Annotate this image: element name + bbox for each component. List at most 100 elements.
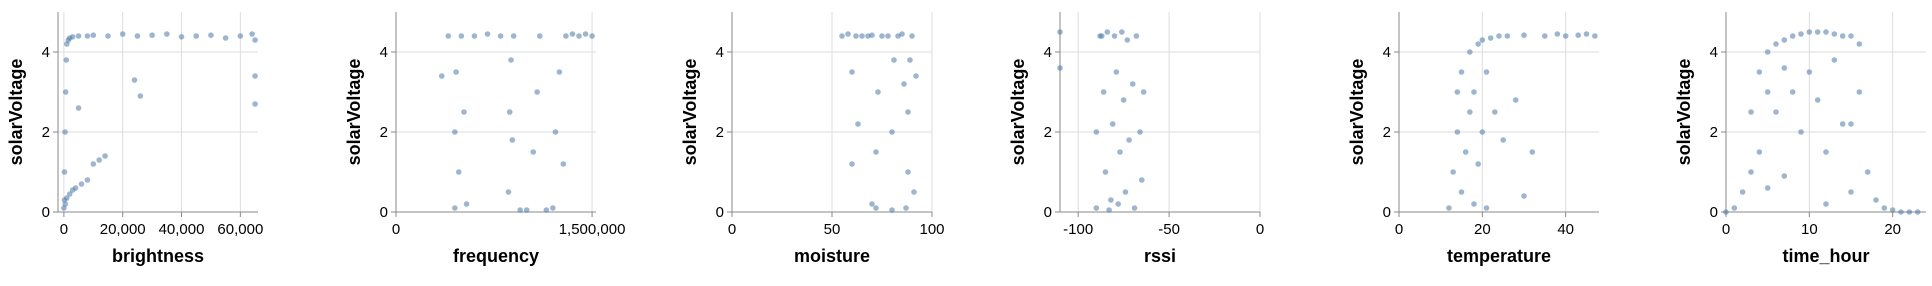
point bbox=[1798, 31, 1804, 37]
y-tick-label: 4 bbox=[42, 44, 50, 61]
point bbox=[885, 33, 891, 39]
point bbox=[1914, 209, 1921, 215]
point bbox=[576, 33, 582, 39]
point bbox=[1831, 31, 1838, 37]
y-axis-title: solarVoltage bbox=[1008, 59, 1028, 166]
point bbox=[901, 81, 907, 87]
point bbox=[90, 161, 97, 167]
point bbox=[1120, 97, 1127, 103]
point bbox=[1806, 29, 1813, 35]
point bbox=[1106, 207, 1112, 213]
point bbox=[569, 31, 576, 37]
point bbox=[1764, 49, 1771, 55]
point bbox=[1479, 37, 1486, 43]
point bbox=[1454, 129, 1461, 135]
y-axis-title: solarVoltage bbox=[680, 59, 700, 166]
y-tick-label: 0 bbox=[1710, 204, 1718, 221]
point bbox=[66, 191, 73, 197]
x-tick-label: 0 bbox=[1256, 221, 1264, 238]
point bbox=[84, 33, 91, 39]
point bbox=[873, 205, 879, 211]
point bbox=[560, 161, 567, 167]
y-axis-title: solarVoltage bbox=[6, 59, 26, 166]
y-tick-label: 4 bbox=[1710, 44, 1718, 61]
point bbox=[1839, 121, 1846, 127]
point bbox=[1898, 209, 1904, 215]
point bbox=[517, 207, 523, 213]
x-tick-label: 100 bbox=[919, 221, 944, 238]
x-tick-label: 40 bbox=[1557, 221, 1574, 238]
point bbox=[1554, 31, 1561, 37]
point bbox=[497, 33, 504, 39]
y-tick-label: 2 bbox=[1710, 124, 1718, 141]
point bbox=[1764, 89, 1771, 95]
point bbox=[237, 33, 244, 39]
point bbox=[873, 149, 879, 155]
point bbox=[1487, 35, 1494, 41]
point bbox=[1731, 205, 1738, 211]
point bbox=[563, 33, 569, 39]
point bbox=[1781, 37, 1788, 43]
point bbox=[1492, 109, 1498, 115]
point bbox=[509, 137, 516, 143]
point bbox=[1108, 197, 1114, 203]
point bbox=[119, 31, 126, 37]
point bbox=[505, 189, 512, 195]
point bbox=[63, 57, 70, 63]
point bbox=[1093, 129, 1100, 135]
point bbox=[134, 33, 141, 39]
point bbox=[1100, 89, 1107, 95]
y-tick-label: 4 bbox=[1383, 44, 1391, 61]
point bbox=[1521, 32, 1527, 38]
point bbox=[909, 33, 915, 39]
point bbox=[484, 31, 491, 37]
point bbox=[889, 207, 895, 213]
point bbox=[889, 129, 895, 135]
y-tick-label: 2 bbox=[42, 124, 50, 141]
point bbox=[1512, 97, 1519, 103]
point bbox=[1773, 41, 1779, 47]
y-tick-label: 0 bbox=[1044, 204, 1052, 221]
point bbox=[1500, 137, 1506, 143]
point bbox=[1814, 97, 1821, 103]
point bbox=[543, 207, 550, 213]
point bbox=[471, 33, 478, 39]
x-tick-label: 0 bbox=[728, 221, 736, 238]
point bbox=[1483, 205, 1490, 211]
point bbox=[1057, 65, 1063, 71]
point bbox=[96, 157, 102, 163]
y-tick-label: 2 bbox=[380, 124, 388, 141]
point bbox=[582, 31, 589, 37]
x-tick-label: 1,500,000 bbox=[559, 221, 626, 238]
point bbox=[252, 101, 258, 107]
point bbox=[78, 181, 85, 187]
point bbox=[1475, 41, 1481, 47]
point bbox=[849, 161, 855, 167]
point bbox=[853, 33, 859, 39]
point bbox=[458, 33, 465, 39]
point bbox=[1848, 189, 1854, 195]
point bbox=[452, 129, 458, 135]
point bbox=[62, 129, 68, 135]
point bbox=[903, 205, 909, 211]
point bbox=[445, 33, 452, 39]
point bbox=[1496, 33, 1502, 39]
point bbox=[463, 201, 470, 207]
point bbox=[208, 32, 214, 38]
point bbox=[69, 34, 76, 40]
x-tick-label: 60,000 bbox=[217, 221, 263, 238]
point bbox=[1102, 169, 1109, 175]
point bbox=[1881, 205, 1888, 211]
point bbox=[911, 189, 917, 195]
y-tick-label: 0 bbox=[1383, 204, 1391, 221]
x-tick-label: 10 bbox=[1801, 221, 1818, 238]
point bbox=[913, 73, 919, 79]
point bbox=[1748, 169, 1754, 175]
point bbox=[1856, 89, 1863, 95]
point bbox=[879, 33, 885, 39]
y-tick-label: 2 bbox=[1044, 124, 1052, 141]
point bbox=[1458, 189, 1465, 195]
point bbox=[1789, 89, 1796, 95]
point bbox=[1529, 149, 1536, 155]
y-axis-title: solarVoltage bbox=[344, 59, 364, 166]
